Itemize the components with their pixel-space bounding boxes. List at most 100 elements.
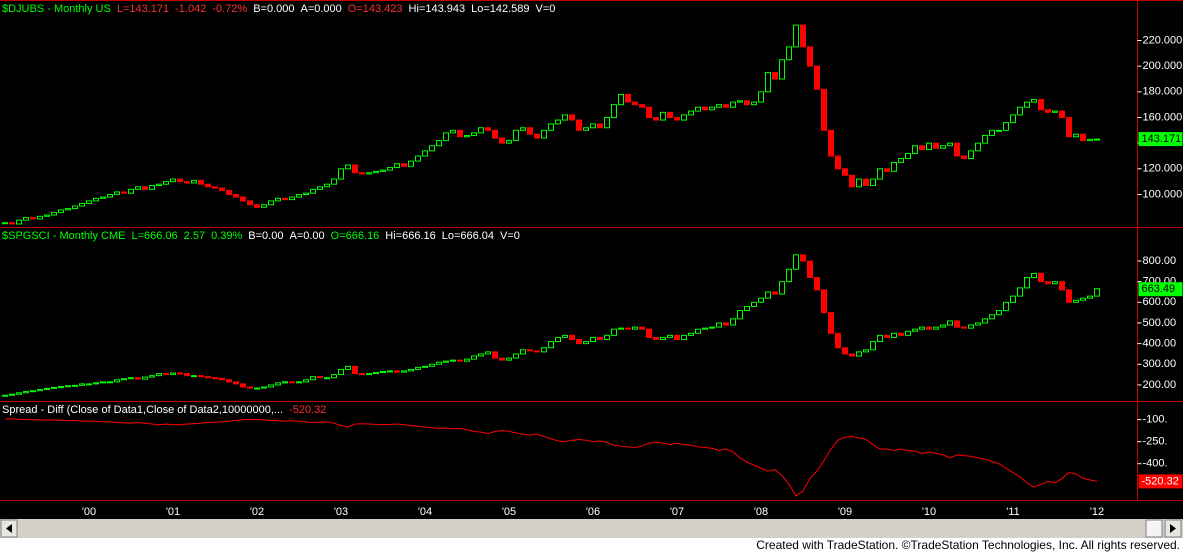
- candle: [373, 170, 379, 174]
- candle: [590, 336, 596, 343]
- candle: [492, 129, 498, 139]
- candle: [786, 46, 792, 61]
- quote-value: -520.32: [289, 404, 327, 416]
- candle: [555, 119, 561, 125]
- candle: [401, 370, 407, 373]
- candle: [156, 183, 162, 187]
- candle: [940, 145, 946, 149]
- candle: [30, 390, 36, 393]
- candle: [891, 161, 897, 172]
- candle: [261, 386, 267, 389]
- candle: [569, 334, 575, 340]
- candle: [667, 334, 673, 338]
- candle: [128, 188, 134, 194]
- candle: [779, 281, 785, 295]
- candle: [989, 129, 995, 136]
- candle: [100, 196, 106, 199]
- quote-value: -1.042: [175, 3, 207, 15]
- scroll-thumb[interactable]: [1145, 519, 1163, 538]
- candle: [289, 196, 295, 201]
- quote-value: A=0.000: [300, 3, 342, 15]
- candle: [226, 190, 232, 195]
- candle: [583, 341, 589, 345]
- candle: [520, 349, 526, 355]
- candle: [793, 254, 799, 270]
- x-tick-label: '04: [418, 506, 432, 518]
- candle: [1059, 281, 1065, 291]
- candle: [639, 104, 645, 108]
- candle: [905, 152, 911, 160]
- y-tick-label: 800.00: [1143, 255, 1177, 267]
- candle: [450, 129, 456, 134]
- candle: [597, 336, 603, 340]
- candle: [884, 168, 890, 172]
- candle: [1003, 122, 1009, 131]
- candle: [688, 332, 694, 336]
- arrow-icon: [1170, 524, 1176, 533]
- candle: [296, 381, 302, 384]
- candle: [324, 183, 330, 188]
- candle: [429, 145, 435, 152]
- candle: [492, 351, 498, 359]
- candle: [1073, 299, 1079, 303]
- candle: [1087, 295, 1093, 299]
- candle: [37, 215, 43, 220]
- candle: [688, 110, 694, 116]
- y-tick-label: 300.00: [1143, 358, 1177, 370]
- x-tick-label: '00: [82, 506, 96, 518]
- candle: [821, 289, 827, 314]
- quote-value: Lo=142.589: [471, 3, 530, 15]
- candle: [520, 127, 526, 131]
- candle: [156, 373, 162, 377]
- candle: [751, 301, 757, 307]
- candle: [23, 391, 29, 394]
- candle: [1017, 287, 1023, 297]
- candle: [1003, 301, 1009, 312]
- candle: [1052, 281, 1058, 285]
- candle: [79, 202, 85, 207]
- candle: [730, 318, 736, 326]
- candle: [919, 326, 925, 330]
- x-tick-label: '01: [166, 506, 180, 518]
- candle: [373, 372, 379, 375]
- y-tick-label: -100.: [1143, 414, 1168, 426]
- y-tick-label: -250.: [1143, 436, 1168, 448]
- candle: [604, 116, 610, 129]
- candle: [793, 24, 799, 48]
- candle: [16, 392, 22, 395]
- candle: [261, 204, 267, 208]
- x-tick-label: '07: [670, 506, 684, 518]
- candle: [506, 357, 512, 361]
- candle: [212, 377, 218, 380]
- candle: [310, 376, 316, 381]
- candle: [569, 114, 575, 121]
- candle: [954, 320, 960, 328]
- candle: [1010, 295, 1016, 303]
- candle: [702, 327, 708, 330]
- candle: [51, 211, 57, 216]
- candle: [527, 349, 533, 352]
- candle: [940, 324, 946, 328]
- scrollbar[interactable]: [0, 519, 1183, 538]
- candle: [79, 383, 85, 386]
- candle: [142, 186, 148, 190]
- candle: [877, 168, 883, 180]
- x-tick-label: '06: [586, 506, 600, 518]
- panel-title: $DJUBS - Monthly US: [2, 3, 111, 15]
- candle: [366, 373, 372, 376]
- candle: [996, 310, 1002, 316]
- candle: [499, 357, 505, 361]
- y-tick-label: 100.000: [1143, 188, 1183, 200]
- candle: [163, 373, 169, 376]
- candle: [65, 208, 71, 211]
- candle: [198, 179, 204, 185]
- quote-value: V=0: [500, 230, 520, 242]
- candle: [177, 178, 183, 183]
- candle: [807, 260, 813, 279]
- panel-header: $DJUBS - Monthly US L=143.171 -1.042 -0.72%…: [2, 3, 561, 16]
- candle: [954, 142, 960, 157]
- candle: [471, 355, 477, 360]
- candle: [513, 129, 519, 142]
- candle: [44, 387, 50, 390]
